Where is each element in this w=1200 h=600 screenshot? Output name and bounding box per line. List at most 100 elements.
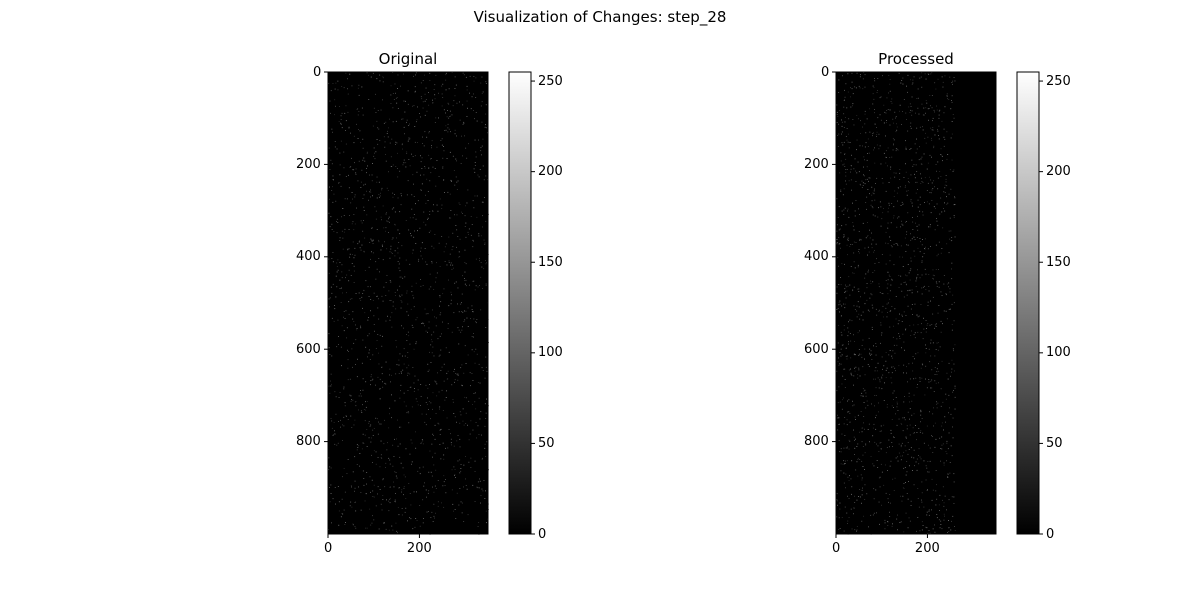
speckle [336, 232, 338, 234]
speckle [899, 256, 901, 258]
speckle [485, 490, 486, 492]
speckle [340, 419, 341, 421]
speckle [419, 505, 421, 506]
speckle [839, 401, 841, 403]
speckle [389, 459, 391, 461]
speckle [365, 493, 367, 495]
speckle [424, 248, 426, 249]
speckle [899, 169, 901, 170]
speckle [852, 405, 854, 407]
speckle [874, 441, 876, 443]
speckle [370, 424, 372, 426]
speckle [407, 180, 409, 182]
speckle [842, 463, 844, 465]
speckle [848, 439, 850, 441]
speckle [915, 112, 916, 114]
speckle [408, 137, 410, 139]
speckle [475, 321, 477, 323]
speckle [482, 138, 484, 140]
speckle [433, 491, 435, 493]
speckle [460, 331, 462, 333]
speckle [388, 171, 389, 173]
speckle [462, 213, 463, 214]
speckle [924, 248, 925, 249]
speckle [343, 386, 345, 388]
speckle [353, 257, 355, 259]
speckle [355, 364, 356, 365]
speckle [868, 152, 870, 154]
speckle [845, 180, 846, 182]
speckle [373, 107, 375, 109]
speckle [454, 379, 456, 381]
speckle [409, 387, 411, 388]
speckle [885, 162, 887, 164]
speckle [922, 239, 923, 240]
speckle [935, 504, 937, 506]
speckle [456, 246, 457, 248]
speckle [462, 72, 464, 74]
speckle [865, 407, 867, 409]
speckle [936, 105, 937, 107]
speckle [909, 465, 910, 467]
speckle [469, 372, 471, 374]
speckle [948, 531, 950, 532]
speckle [885, 263, 887, 265]
speckle [905, 328, 907, 330]
speckle [353, 265, 355, 267]
speckle [484, 242, 486, 244]
speckle [362, 230, 364, 232]
speckle [861, 477, 863, 479]
speckle [938, 305, 940, 306]
speckle [903, 401, 905, 403]
speckle [935, 164, 937, 165]
speckle [876, 144, 878, 146]
speckle [867, 271, 869, 273]
speckle [909, 112, 911, 113]
speckle [886, 287, 888, 289]
speckle [432, 346, 434, 348]
speckle [846, 447, 848, 449]
speckle [873, 345, 874, 347]
speckle [935, 438, 937, 440]
speckle [905, 148, 907, 150]
speckle [851, 165, 852, 167]
speckle [919, 456, 921, 458]
speckle [921, 261, 923, 263]
speckle [953, 215, 955, 216]
speckle [878, 387, 880, 389]
speckle [857, 377, 859, 379]
speckle [372, 496, 374, 497]
speckle [935, 281, 937, 283]
speckle [360, 325, 361, 327]
speckle [871, 194, 873, 196]
speckle [331, 292, 333, 294]
speckle [366, 214, 368, 216]
speckle [356, 207, 357, 209]
speckle [341, 112, 343, 114]
speckle [457, 303, 458, 305]
speckle [910, 233, 911, 235]
speckle [405, 448, 407, 450]
speckle [336, 148, 338, 150]
speckle [850, 368, 851, 370]
speckle [903, 483, 905, 484]
speckle [374, 152, 375, 154]
speckle [390, 103, 392, 104]
speckle [905, 283, 907, 285]
y-tick-label: 200 [804, 156, 829, 172]
speckle [862, 339, 864, 341]
speckle [954, 396, 956, 398]
colorbar-tick-label: 150 [1046, 254, 1071, 270]
speckle [484, 244, 486, 245]
speckle [932, 127, 934, 128]
speckle [389, 413, 390, 415]
speckle [872, 85, 874, 87]
speckle [862, 88, 864, 90]
speckle [356, 444, 358, 446]
speckle [348, 269, 350, 271]
speckle [872, 307, 874, 309]
speckle [943, 112, 945, 114]
speckle [856, 316, 858, 318]
speckle [883, 122, 885, 124]
speckle [470, 457, 472, 459]
